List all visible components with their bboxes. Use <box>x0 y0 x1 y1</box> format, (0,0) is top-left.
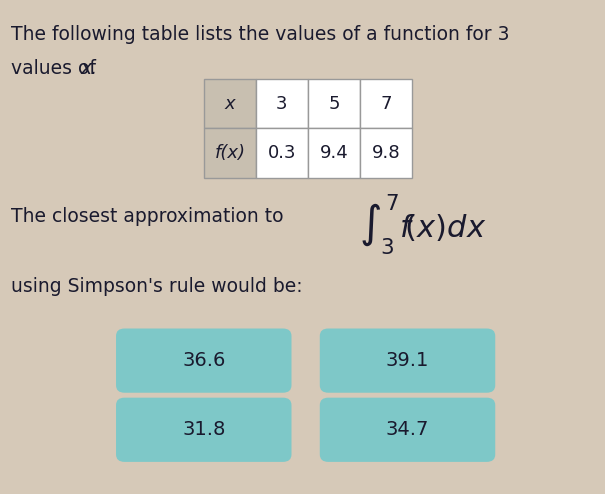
Text: The following table lists the values of a function for 3: The following table lists the values of … <box>11 25 510 43</box>
FancyBboxPatch shape <box>256 79 308 128</box>
Text: 5: 5 <box>328 95 339 113</box>
FancyBboxPatch shape <box>320 398 495 462</box>
FancyBboxPatch shape <box>256 128 308 178</box>
Text: 34.7: 34.7 <box>386 420 429 439</box>
Text: 9.4: 9.4 <box>319 144 348 162</box>
Text: 3: 3 <box>276 95 287 113</box>
Text: 0.3: 0.3 <box>267 144 296 162</box>
FancyBboxPatch shape <box>320 329 495 393</box>
FancyBboxPatch shape <box>308 79 360 128</box>
Text: 36.6: 36.6 <box>182 351 226 370</box>
FancyBboxPatch shape <box>360 128 412 178</box>
Text: x: x <box>224 95 235 113</box>
Text: $\int_3^7 f\!\left(x\right)dx$: $\int_3^7 f\!\left(x\right)dx$ <box>359 193 487 257</box>
Text: x.: x. <box>80 59 97 78</box>
Text: using Simpson's rule would be:: using Simpson's rule would be: <box>11 277 303 295</box>
Text: 31.8: 31.8 <box>182 420 226 439</box>
FancyBboxPatch shape <box>204 128 256 178</box>
FancyBboxPatch shape <box>204 79 256 128</box>
Text: f(x): f(x) <box>214 144 245 162</box>
Text: 7: 7 <box>381 95 392 113</box>
Text: values of: values of <box>11 59 102 78</box>
Text: 9.8: 9.8 <box>371 144 401 162</box>
FancyBboxPatch shape <box>360 79 412 128</box>
Text: The closest approximation to: The closest approximation to <box>11 207 290 226</box>
FancyBboxPatch shape <box>116 329 292 393</box>
FancyBboxPatch shape <box>116 398 292 462</box>
FancyBboxPatch shape <box>308 128 360 178</box>
Text: 39.1: 39.1 <box>386 351 429 370</box>
